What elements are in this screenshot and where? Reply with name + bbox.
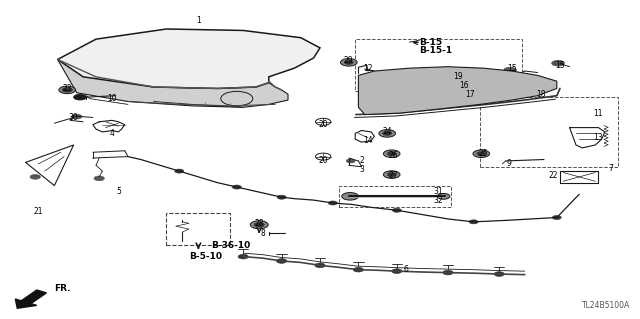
Circle shape [175,169,184,173]
Text: 20: 20 [318,120,328,129]
Circle shape [94,176,104,181]
Text: 21: 21 [34,207,43,216]
FancyArrow shape [15,290,47,308]
Text: 10: 10 [107,94,117,103]
Polygon shape [58,59,288,107]
Bar [166,213,230,245]
Circle shape [392,208,401,212]
Circle shape [315,263,325,268]
Circle shape [392,269,402,273]
Text: 24: 24 [382,128,392,137]
Text: 30: 30 [68,113,79,122]
Circle shape [469,220,478,224]
Text: 6: 6 [404,265,409,274]
Circle shape [232,185,241,189]
Text: FR.: FR. [54,284,71,293]
Text: 2: 2 [359,156,364,166]
Circle shape [443,270,453,275]
Text: 22: 22 [549,171,558,180]
Text: 17: 17 [465,90,476,99]
Circle shape [328,201,337,205]
Text: 18: 18 [536,90,545,99]
Polygon shape [58,29,320,88]
Text: 13: 13 [593,133,604,142]
Bar [355,39,522,91]
Text: B-15-1: B-15-1 [419,46,452,55]
Text: 4: 4 [109,129,115,138]
Text: B-36-10: B-36-10 [211,241,250,249]
Text: 1: 1 [196,16,201,25]
Text: B-15: B-15 [419,38,442,47]
Text: 15: 15 [507,64,517,73]
Circle shape [552,60,564,66]
Text: 23: 23 [62,84,72,93]
Polygon shape [358,67,557,115]
Circle shape [477,152,486,156]
Text: 3: 3 [359,165,364,174]
Circle shape [72,114,82,119]
Circle shape [277,195,286,199]
Circle shape [379,130,396,137]
Circle shape [254,222,264,227]
Text: 8: 8 [260,229,265,238]
Circle shape [346,159,355,163]
Text: 7: 7 [609,164,614,173]
Bar [339,186,451,207]
Text: 20: 20 [318,156,328,166]
Circle shape [387,152,396,156]
Text: 9: 9 [506,160,511,168]
Text: 27: 27 [388,171,399,180]
Circle shape [461,89,471,94]
Text: 25: 25 [478,149,488,158]
Circle shape [494,272,504,276]
Circle shape [59,86,76,94]
Circle shape [344,60,353,64]
Text: 19: 19 [452,72,463,81]
Text: 29: 29 [344,56,354,65]
Text: 15: 15 [555,61,565,70]
Text: 14: 14 [363,136,373,145]
Circle shape [353,267,364,272]
Circle shape [387,173,396,177]
Circle shape [342,193,358,200]
Circle shape [62,88,72,92]
Circle shape [383,171,400,178]
Text: 31: 31 [433,187,444,196]
Text: 28: 28 [255,219,264,228]
Circle shape [340,59,357,66]
Circle shape [504,67,516,73]
Text: 5: 5 [116,187,121,196]
Text: 11: 11 [594,108,603,118]
Circle shape [552,215,561,219]
Circle shape [383,131,392,136]
Circle shape [437,193,450,199]
Circle shape [30,174,40,179]
Circle shape [276,259,287,263]
Text: 32: 32 [433,196,444,204]
Circle shape [250,221,268,229]
Circle shape [238,254,248,259]
Circle shape [383,150,400,158]
Bar [480,97,618,167]
Text: 12: 12 [364,64,372,73]
Circle shape [473,150,490,158]
Circle shape [74,94,86,100]
Text: 26: 26 [388,151,399,160]
Text: TL24B5100A: TL24B5100A [582,301,630,310]
Text: B-5-10: B-5-10 [189,252,222,261]
Text: 16: 16 [459,81,469,90]
